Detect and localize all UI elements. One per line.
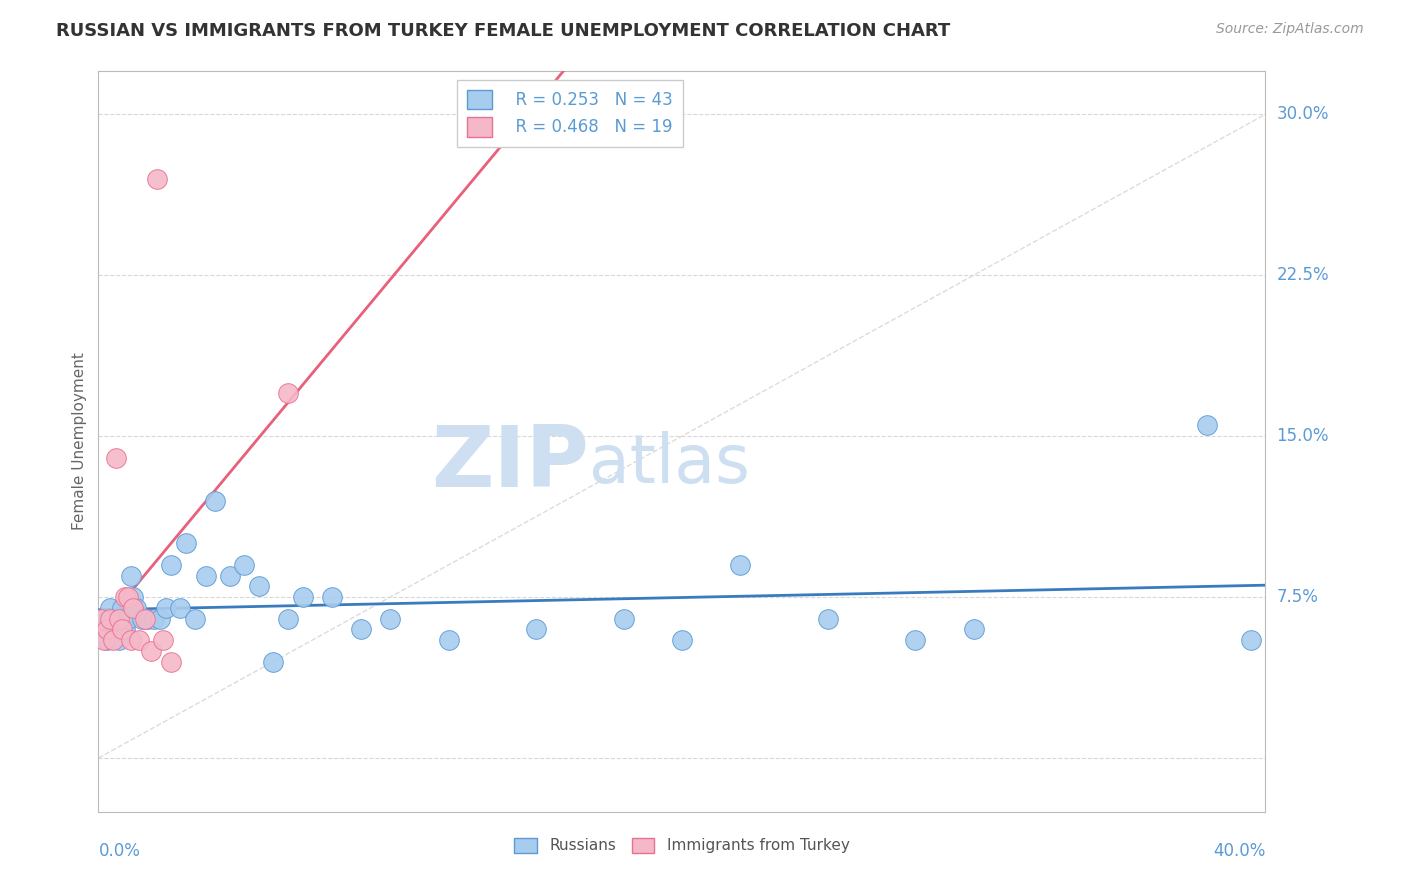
Legend: Russians, Immigrants from Turkey: Russians, Immigrants from Turkey: [508, 831, 856, 860]
Point: [1240, 633, 1263, 648]
Point: [149, 611, 172, 625]
Point: [160, 558, 183, 572]
Point: [524, 623, 547, 637]
Point: [671, 633, 693, 648]
Point: [321, 590, 343, 604]
Point: [233, 558, 256, 572]
Text: 0.0%: 0.0%: [98, 842, 141, 860]
Point: [122, 600, 145, 615]
Point: [108, 633, 131, 648]
Point: [139, 644, 162, 658]
Point: [218, 568, 240, 582]
Point: [962, 623, 984, 637]
Point: [160, 655, 183, 669]
Text: ZIP: ZIP: [430, 422, 589, 505]
Point: [277, 386, 299, 401]
Point: [90, 611, 112, 625]
Point: [111, 600, 134, 615]
Point: [131, 611, 153, 625]
Point: [277, 611, 299, 625]
Point: [111, 623, 134, 637]
Point: [90, 611, 112, 625]
Point: [378, 611, 402, 625]
Point: [291, 590, 314, 604]
Point: [104, 450, 127, 465]
Point: [134, 611, 156, 625]
Point: [128, 633, 150, 648]
Point: [136, 611, 159, 625]
Point: [728, 558, 751, 572]
Point: [247, 579, 270, 593]
Point: [96, 623, 118, 637]
Text: RUSSIAN VS IMMIGRANTS FROM TURKEY FEMALE UNEMPLOYMENT CORRELATION CHART: RUSSIAN VS IMMIGRANTS FROM TURKEY FEMALE…: [56, 22, 950, 40]
Point: [104, 611, 127, 625]
Point: [93, 623, 115, 637]
Point: [108, 611, 131, 625]
Point: [117, 611, 139, 625]
Point: [120, 633, 142, 648]
Text: Source: ZipAtlas.com: Source: ZipAtlas.com: [1216, 22, 1364, 37]
Text: 22.5%: 22.5%: [1277, 266, 1329, 285]
Y-axis label: Female Unemployment: Female Unemployment: [72, 352, 87, 531]
Point: [114, 590, 136, 604]
Point: [262, 655, 284, 669]
Point: [204, 493, 226, 508]
Point: [350, 623, 373, 637]
Point: [120, 568, 142, 582]
Point: [183, 611, 205, 625]
Point: [612, 611, 634, 625]
Point: [817, 611, 839, 625]
Point: [195, 568, 218, 582]
Point: [152, 633, 174, 648]
Text: 30.0%: 30.0%: [1277, 105, 1329, 123]
Point: [122, 590, 145, 604]
Text: 40.0%: 40.0%: [1213, 842, 1265, 860]
Point: [146, 171, 169, 186]
Point: [125, 600, 148, 615]
Text: atlas: atlas: [589, 431, 749, 497]
Point: [101, 633, 124, 648]
Point: [437, 633, 460, 648]
Point: [174, 536, 197, 550]
Point: [1195, 418, 1218, 433]
Text: 7.5%: 7.5%: [1277, 588, 1319, 607]
Point: [117, 590, 139, 604]
Point: [142, 611, 165, 625]
Point: [98, 600, 121, 615]
Point: [155, 600, 177, 615]
Point: [169, 600, 191, 615]
Point: [98, 611, 121, 625]
Point: [904, 633, 927, 648]
Point: [101, 623, 124, 637]
Point: [93, 633, 115, 648]
Point: [114, 623, 136, 637]
Point: [96, 633, 118, 648]
Text: 15.0%: 15.0%: [1277, 427, 1329, 445]
